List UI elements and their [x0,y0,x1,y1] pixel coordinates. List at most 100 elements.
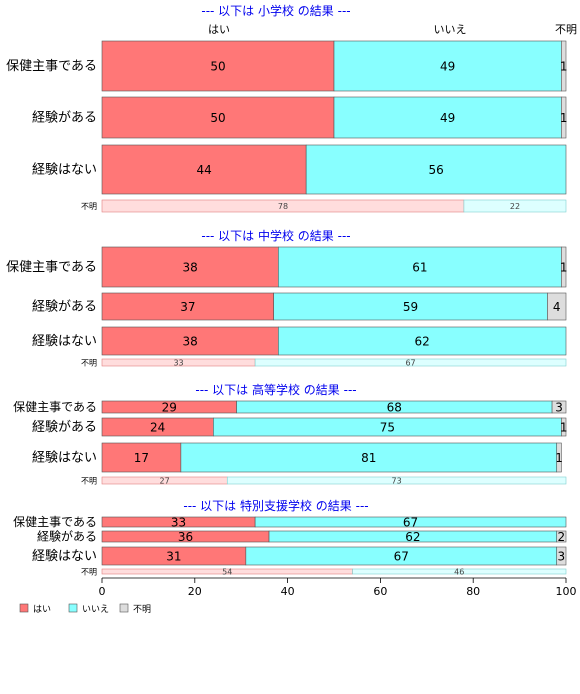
data-label-unknown: 4 [553,300,561,314]
column-header-yes: はい [208,23,230,36]
data-label-yes: 37 [180,300,195,314]
bar-yes [101,40,335,92]
data-label-no: 68 [387,401,402,415]
unknown-row-label: 不明 [81,202,97,211]
bar-no [333,96,562,139]
row-label: 経験はない [32,451,97,466]
bar-unknown [556,546,567,566]
unknown-bar-no [226,476,567,485]
panel-3: --- 以下は 高等学校 の結果 --- 保健主事である 29 68 3 経験がある 24 7… [13,382,567,486]
x-tick-label: 60 [373,585,387,598]
x-tick-label: 20 [188,585,202,598]
row-label: 経験がある [32,420,97,435]
data-label-unknown: 2 [558,530,566,544]
panel-1: --- 以下は 小学校 の結果 --- 保健主事である 50 49 1 経験がある 50 49… [6,3,568,213]
data-label-yes: 31 [166,550,181,564]
data-label-unknown: 1 [560,261,568,275]
bar-yes [101,144,307,195]
unknown-data-label: 46 [454,568,464,577]
unknown-data-label: 78 [278,202,288,211]
bar-no [254,516,567,528]
x-axis: 0 20 40 60 80 100 [99,577,577,598]
unknown-bar-no [463,199,567,213]
row-label: 保健主事である [6,260,97,275]
legend-label: 不明 [133,604,151,615]
data-label-no: 59 [403,300,418,314]
bar-unknown [561,417,567,437]
data-label-yes: 36 [178,530,193,544]
legend: はい いいえ 不明 [19,603,151,615]
row-label: 経験はない [32,334,97,349]
data-label-no: 49 [440,60,455,74]
legend-swatch [119,603,129,613]
data-label-unknown: 1 [560,60,568,74]
unknown-data-label: 33 [173,359,183,368]
unknown-row-label: 不明 [81,477,97,486]
unknown-data-label: 54 [222,568,232,577]
row-label: 経験はない [32,549,97,564]
bar-unknown [556,530,567,543]
row-label: 経験がある [32,300,97,315]
data-label-yes: 44 [196,163,211,177]
x-tick-label: 40 [281,585,295,598]
panels: --- 以下は 小学校 の結果 --- 保健主事である 50 49 1 経験がある 50 49… [6,3,567,577]
row-label: 経験はない [32,163,97,178]
data-label-no: 49 [440,111,455,125]
data-label-no: 75 [380,421,395,435]
legend-swatch [68,603,78,613]
bar-no [305,144,567,195]
bar-no [273,292,548,321]
data-label-yes: 29 [162,401,177,415]
unknown-bar-no [254,358,567,367]
bar-unknown [561,40,567,92]
row-label: 保健主事である [13,400,97,414]
unknown-data-label: 67 [405,359,415,368]
data-label-yes: 50 [210,60,225,74]
x-tick-label: 100 [556,585,577,598]
data-label-yes: 50 [210,111,225,125]
column-header-unknown: 不明 [555,23,577,36]
panel-2: --- 以下は 中学校 の結果 --- 保健主事である 38 61 1 経験がある 37 59… [6,228,567,368]
row-label: 経験がある [37,529,97,544]
bar-unknown [547,292,567,321]
bar-yes [101,442,182,473]
bar-unknown [561,246,567,288]
bar-no [278,326,567,356]
data-label-unknown: 3 [555,401,563,415]
panel-title: --- 以下は 特別支援学校 の結果 --- [183,498,368,513]
data-label-no: 61 [412,261,427,275]
data-label-unknown: 3 [558,550,566,564]
bar-yes [101,292,274,321]
legend-label: いいえ [82,604,109,615]
data-label-no: 62 [415,335,430,349]
row-label: 保健主事である [6,59,97,74]
data-label-yes: 17 [134,451,149,465]
bar-no [180,442,558,473]
bar-unknown [551,400,567,414]
unknown-bar-no [352,568,567,575]
x-tick-label: 80 [466,585,480,598]
unknown-data-label: 27 [160,477,170,486]
data-label-yes: 24 [150,421,165,435]
row-label: 経験がある [32,111,97,126]
bar-no [333,40,562,92]
unknown-data-label: 73 [392,477,402,486]
column-header-no: いいえ [434,23,467,36]
data-label-no: 67 [403,516,418,530]
data-label-no: 81 [361,451,376,465]
unknown-data-label: 22 [510,202,520,211]
data-label-no: 62 [405,530,420,544]
data-label-no: 56 [428,163,443,177]
data-label-yes: 33 [171,516,186,530]
panel-title: --- 以下は 高等学校 の結果 --- [195,382,356,397]
data-label-unknown: 1 [555,451,563,465]
legend-swatch [19,603,29,613]
column-headers: はい いいえ 不明 [208,23,577,36]
data-label-no: 67 [394,550,409,564]
legend-label: はい [33,604,51,615]
bar-yes [101,326,279,356]
bar-unknown [556,442,562,473]
unknown-row-label: 不明 [81,359,97,368]
